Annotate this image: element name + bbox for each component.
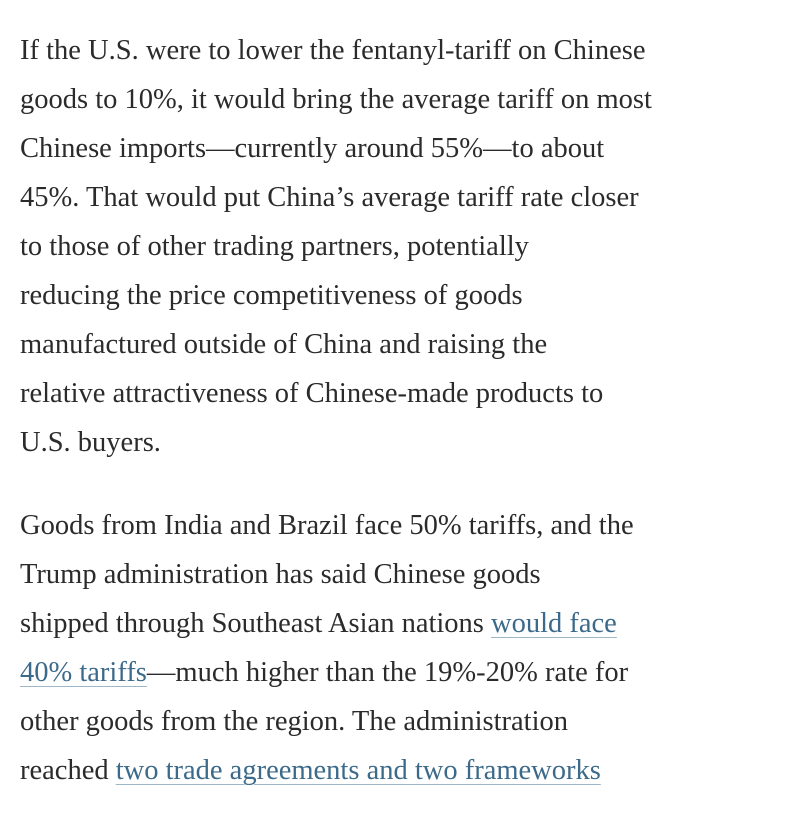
link[interactable]: 40% tariffs xyxy=(20,657,147,688)
text: U.S. buyers. xyxy=(20,427,161,458)
text: reducing the price competitiveness of go… xyxy=(20,280,523,311)
text-line: reached two trade agreements and two fra… xyxy=(20,746,800,795)
text-line: reducing the price competitiveness of go… xyxy=(20,271,800,320)
text: shipped through Southeast Asian nations xyxy=(20,608,492,639)
text-line: to those of other trading partners, pote… xyxy=(20,222,800,271)
text: goods to 10%, it would bring the average… xyxy=(20,84,652,115)
article: If the U.S. were to lower the fentanyl-t… xyxy=(20,26,800,795)
text-line: Trump administration has said Chinese go… xyxy=(20,550,800,599)
text: 45%. That would put China’s average tari… xyxy=(20,182,639,213)
text-line: relative attractiveness of Chinese-made … xyxy=(20,369,800,418)
text: manufactured outside of China and raisin… xyxy=(20,329,548,360)
text-line: 45%. That would put China’s average tari… xyxy=(20,173,800,222)
text: to those of other trading partners, pote… xyxy=(20,231,529,262)
text: reached xyxy=(20,755,116,786)
paragraph: Goods from India and Brazil face 50% tar… xyxy=(20,501,800,795)
text: other goods from the region. The adminis… xyxy=(20,706,568,737)
text: Goods from India and Brazil face 50% tar… xyxy=(20,510,634,541)
text-line: other goods from the region. The adminis… xyxy=(20,697,800,746)
text: relative attractiveness of Chinese-made … xyxy=(20,378,604,409)
paragraph: If the U.S. were to lower the fentanyl-t… xyxy=(20,26,800,467)
text-line: manufactured outside of China and raisin… xyxy=(20,320,800,369)
link[interactable]: would face xyxy=(491,608,617,639)
text-line: goods to 10%, it would bring the average… xyxy=(20,75,800,124)
text-line: Chinese imports—currently around 55%—to … xyxy=(20,124,800,173)
text: Chinese imports—currently around 55%—to … xyxy=(20,133,605,164)
text-line: If the U.S. were to lower the fentanyl-t… xyxy=(20,26,800,75)
text-line: 40% tariffs—much higher than the 19%-20%… xyxy=(20,648,800,697)
text-line: shipped through Southeast Asian nations … xyxy=(20,599,800,648)
text-line: Goods from India and Brazil face 50% tar… xyxy=(20,501,800,550)
text-line: U.S. buyers. xyxy=(20,418,800,467)
text: Trump administration has said Chinese go… xyxy=(20,559,541,590)
link[interactable]: two trade agreements and two frameworks xyxy=(115,755,601,786)
text: —much higher than the 19%-20% rate for xyxy=(146,657,629,688)
text: If the U.S. were to lower the fentanyl-t… xyxy=(20,35,646,66)
